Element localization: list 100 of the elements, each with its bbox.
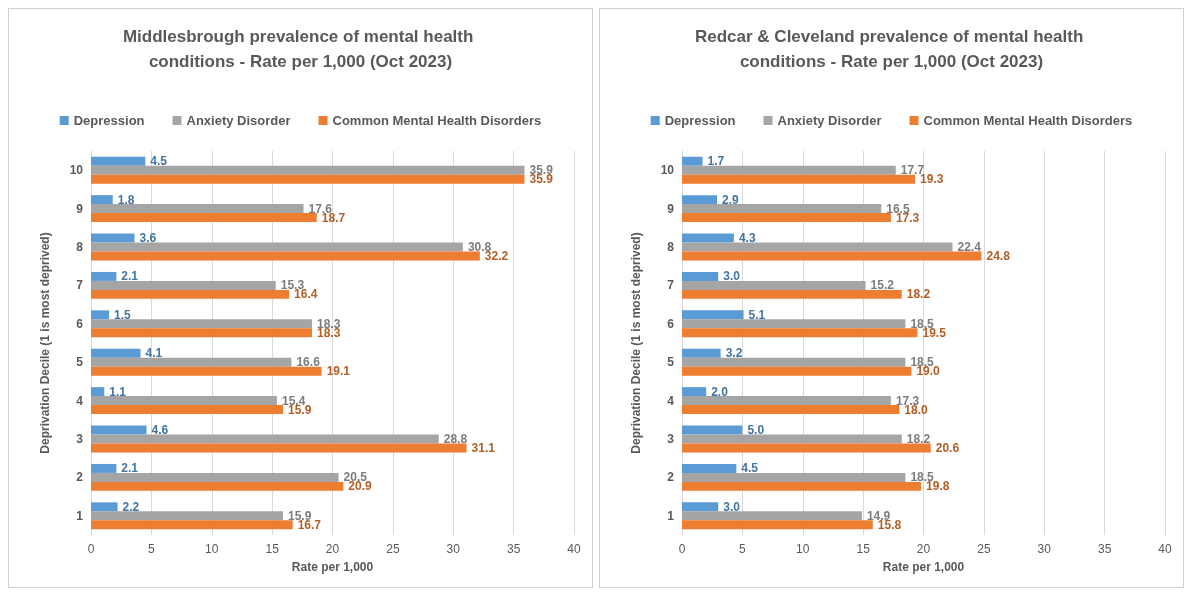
- data-label: 1.7: [707, 154, 725, 169]
- data-label: 4.6: [151, 423, 169, 438]
- bar: [682, 233, 734, 243]
- data-label: 15.2: [870, 278, 895, 293]
- data-label: 4.5: [741, 461, 759, 476]
- bar: [682, 251, 982, 261]
- y-tick-label: 1: [667, 508, 675, 523]
- bar: [682, 213, 891, 223]
- bar: [91, 289, 290, 299]
- x-tick-label: 10: [796, 542, 810, 556]
- bar: [91, 251, 480, 261]
- data-label: 2.9: [722, 192, 740, 207]
- data-label: 2.0: [711, 384, 729, 399]
- x-axis-title: Rate per 1,000: [882, 560, 965, 574]
- bar: [91, 348, 141, 358]
- legend-label: Common Mental Health Disorders: [923, 113, 1133, 128]
- bar: [91, 174, 525, 184]
- data-label: 3.0: [723, 269, 741, 284]
- x-tick-label: 25: [977, 542, 991, 556]
- y-axis-title: Deprivation Decile (1 is most deprived): [38, 232, 52, 454]
- chart-title: Middlesbrough prevalence of mental health conditions - Rate per 1,000 (Oct 2023): [122, 27, 479, 71]
- data-label: 3.0: [723, 499, 741, 514]
- x-tick-label: 30: [1037, 542, 1052, 556]
- y-tick-label: 2: [76, 470, 84, 485]
- y-tick-label: 9: [76, 201, 84, 216]
- bar: [682, 387, 707, 397]
- x-tick-label: 15: [265, 542, 280, 556]
- bar: [91, 366, 322, 376]
- bar: [91, 502, 118, 512]
- y-tick-label: 4: [76, 393, 84, 408]
- y-tick-label: 9: [667, 201, 675, 216]
- bar: [682, 366, 912, 376]
- data-label: 5.1: [748, 307, 766, 322]
- x-tick-label: 5: [739, 542, 747, 556]
- bar: [682, 174, 916, 184]
- bar: [682, 310, 744, 320]
- x-tick-label: 35: [506, 542, 521, 556]
- bar: [682, 271, 719, 281]
- bar: [682, 481, 922, 491]
- bar: [91, 511, 283, 521]
- bar: [682, 443, 931, 453]
- bar: [682, 472, 906, 482]
- bar: [682, 289, 902, 299]
- data-label: 19.3: [920, 172, 944, 187]
- y-tick-label: 3: [667, 432, 675, 446]
- x-tick-label: 35: [1097, 542, 1112, 556]
- data-label: 18.2: [906, 287, 931, 302]
- x-tick-label: 20: [325, 542, 340, 556]
- y-axis-title: Deprivation Decile (1 is most deprived): [629, 232, 643, 454]
- y-tick-label: 5: [76, 355, 84, 370]
- bar: [91, 481, 344, 491]
- data-label: 1.1: [109, 384, 127, 399]
- x-tick-label: 40: [567, 542, 581, 556]
- bar: [682, 328, 918, 338]
- bar: [91, 425, 147, 435]
- bar: [91, 463, 117, 473]
- x-tick-label: 0: [87, 542, 95, 556]
- x-axis-title: Rate per 1,000: [291, 560, 374, 574]
- data-label: 16.6: [296, 355, 321, 370]
- y-tick-label: 6: [76, 316, 84, 331]
- data-label: 2.1: [121, 269, 139, 284]
- x-tick-label: 10: [205, 542, 219, 556]
- y-tick-label: 4: [667, 393, 675, 408]
- x-tick-label: 30: [446, 542, 461, 556]
- data-label: 19.1: [326, 364, 351, 379]
- data-label: 2.2: [122, 499, 140, 514]
- bar: [91, 396, 277, 406]
- y-tick-label: 1: [76, 508, 84, 523]
- bar: [91, 405, 283, 415]
- data-label: 3.6: [139, 231, 157, 246]
- y-tick-label: 10: [660, 163, 675, 178]
- y-tick-label: 3: [76, 432, 84, 446]
- y-tick-label: 5: [667, 355, 675, 370]
- legend-label: Depression: [664, 113, 736, 128]
- x-tick-label: 25: [386, 542, 400, 556]
- x-tick-label: 0: [678, 542, 686, 556]
- y-tick-label: 7: [76, 278, 84, 293]
- chart-title: Redcar & Cleveland prevalence of mental health conditions - Rate per 1,000 (Oct 2023): [694, 27, 1089, 71]
- data-label: 5.0: [747, 423, 765, 438]
- bar: [91, 443, 467, 453]
- x-tick-label: 20: [916, 542, 931, 556]
- bar: [682, 204, 882, 214]
- legend-label: Common Mental Health Disorders: [332, 113, 542, 128]
- legend-label: Anxiety Disorder: [777, 113, 882, 128]
- x-tick-label: 40: [1158, 542, 1172, 556]
- y-tick-label: 6: [667, 316, 675, 331]
- bar: [682, 425, 743, 435]
- legend-label: Anxiety Disorder: [186, 113, 291, 128]
- bar: [91, 472, 339, 482]
- bar: [682, 156, 703, 166]
- data-label: 20.6: [935, 440, 960, 455]
- bar: [91, 195, 113, 205]
- data-label: 18.2: [906, 432, 931, 446]
- y-tick-label: 8: [76, 240, 84, 254]
- bar: [91, 319, 312, 329]
- bar: [682, 195, 718, 205]
- bar: [682, 280, 866, 290]
- bar: [682, 348, 721, 358]
- bar: [682, 520, 873, 530]
- bar: [682, 511, 862, 521]
